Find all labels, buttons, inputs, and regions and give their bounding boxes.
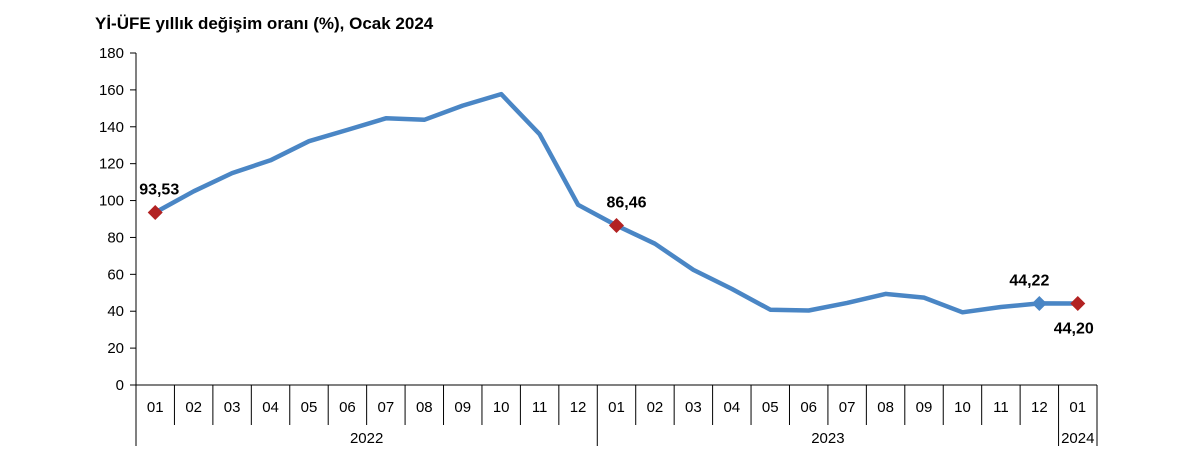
x-tick-label: 08 <box>877 399 894 416</box>
y-tick-label: 0 <box>116 377 124 394</box>
highlight-marker <box>147 204 163 220</box>
x-tick-label: 04 <box>723 399 740 416</box>
x-tick-label: 02 <box>185 399 202 416</box>
x-tick-label: 05 <box>762 399 779 416</box>
x-tick-label: 09 <box>916 399 933 416</box>
year-label: 2023 <box>811 430 844 447</box>
x-tick-label: 02 <box>647 399 664 416</box>
x-axis: 01 02 03 04 05 06 07 08 09 10 11 12 01 02 03 04 05 06 07 08… <box>135 384 1098 447</box>
x-tick-label: 04 <box>262 399 279 416</box>
chart-title: Yİ-ÜFE yıllık değişim oranı (%), Ocak 20… <box>95 14 434 33</box>
marker-layer <box>147 204 1086 311</box>
x-tick-label: 07 <box>378 399 395 416</box>
year-label: 2024 <box>1061 430 1094 447</box>
highlight-marker <box>609 218 624 234</box>
x-tick-label: 11 <box>993 399 1009 416</box>
data-label: 44,22 <box>1009 272 1049 289</box>
x-tick-label: 01 <box>608 399 625 416</box>
x-tick-label: 06 <box>800 399 817 416</box>
x-tick-label: 07 <box>839 399 856 416</box>
x-tick-label: 06 <box>339 399 356 416</box>
x-tick-label: 10 <box>493 399 510 416</box>
y-tick-label: 100 <box>99 193 124 210</box>
y-tick-label: 180 <box>99 45 124 62</box>
y-tick-label: 40 <box>107 303 124 320</box>
x-tick-label: 12 <box>570 399 587 416</box>
x-tick-label: 03 <box>685 399 702 416</box>
x-tick-label: 10 <box>954 399 971 416</box>
x-tick-label: 01 <box>147 399 164 416</box>
data-label: 93,53 <box>139 181 179 198</box>
data-label: 44,20 <box>1054 320 1094 337</box>
x-tick-label: 09 <box>454 399 471 416</box>
label-layer: 93,53 86,46 44,22 44,20 <box>139 181 1094 337</box>
y-axis: 0 20 40 60 80 100 120 140 160 180 <box>99 45 137 394</box>
y-tick-label: 140 <box>99 119 124 136</box>
data-label: 86,46 <box>606 195 646 212</box>
x-tick-label: 12 <box>1031 399 1048 416</box>
y-tick-label: 20 <box>107 340 124 357</box>
x-tick-label: 11 <box>532 399 548 416</box>
highlight-marker <box>1070 295 1086 311</box>
x-tick-label: 01 <box>1069 399 1086 416</box>
x-tick-label: 08 <box>416 399 433 416</box>
y-tick-label: 160 <box>99 82 124 99</box>
x-tick-label: 03 <box>224 399 241 416</box>
y-tick-label: 120 <box>99 156 124 173</box>
x-tick-label: 05 <box>301 399 318 416</box>
highlight-marker <box>1031 295 1047 311</box>
y-tick-label: 80 <box>107 229 124 246</box>
y-tick-label: 60 <box>107 266 124 283</box>
year-label: 2022 <box>350 430 383 447</box>
